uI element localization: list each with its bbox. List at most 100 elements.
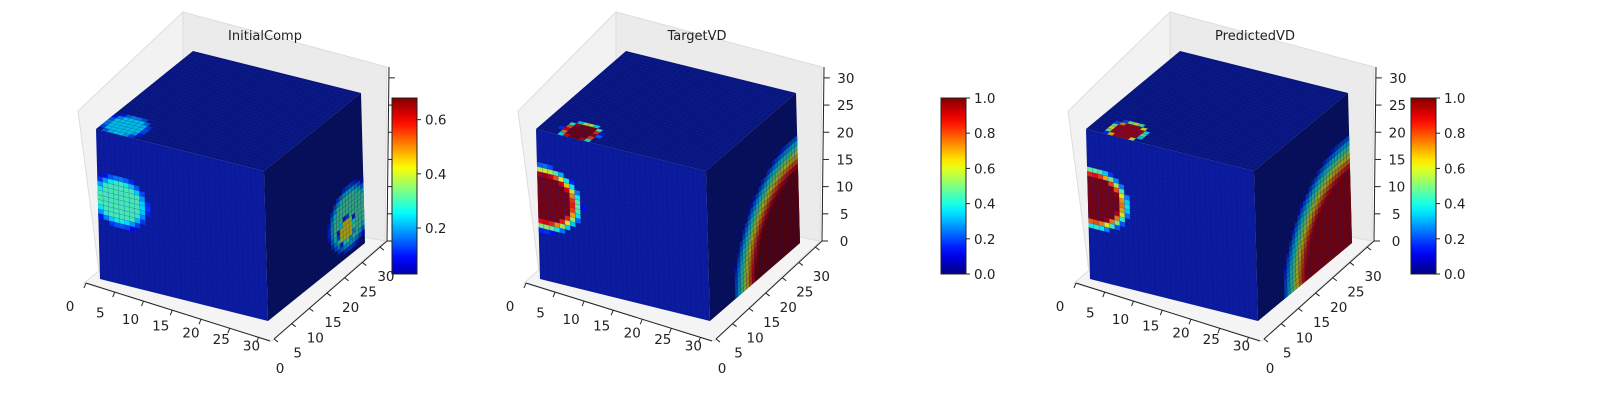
right-voxel-grid <box>264 95 365 319</box>
y-tick <box>1349 262 1355 266</box>
y-tick <box>309 307 314 312</box>
y-tick-label: 25 <box>1347 284 1364 300</box>
panel-title: InitialComp <box>228 29 302 44</box>
front-face <box>536 129 710 321</box>
y-tick-label: 5 <box>1283 346 1292 362</box>
colorbar-tick-label: 0.8 <box>974 126 995 142</box>
x-tick-label: 0 <box>1056 299 1065 315</box>
colorbar-tick-label: 0.6 <box>1444 161 1465 177</box>
x-tick <box>1246 337 1249 343</box>
y-tick-label: 20 <box>342 300 359 316</box>
x-tick <box>668 328 672 334</box>
colorbar-tick-label: 0.8 <box>1444 126 1465 142</box>
colorbar-tick-label: 0.0 <box>974 267 995 283</box>
x-tick <box>1159 310 1163 316</box>
z-tick-label: 10 <box>1388 180 1405 196</box>
y-tick-label: 25 <box>360 284 377 300</box>
x-tick-label: 25 <box>654 332 671 348</box>
z-tick-labels: 0 5 10 15 20 25 30 <box>822 71 854 250</box>
x-tick <box>697 337 701 343</box>
colorbar-tick-label: 0.2 <box>425 221 446 237</box>
z-tick-label: 5 <box>1392 207 1401 223</box>
feature-front <box>1087 166 1131 233</box>
y-tick-label: 0 <box>276 361 285 377</box>
colorbar-gradient <box>1410 97 1437 275</box>
right-voxel-grid <box>706 95 800 319</box>
colorbar: 0.0 0.2 0.4 0.6 0.8 1.0 <box>940 91 995 283</box>
right-face <box>706 93 800 321</box>
x-tick-label: 20 <box>624 325 641 341</box>
x-tick-label: 0 <box>506 299 515 315</box>
top-face <box>1086 51 1348 171</box>
colorbar-tick-label: 0.2 <box>1444 232 1465 248</box>
y-tick <box>815 246 820 251</box>
y-tick-label: 10 <box>1296 330 1313 346</box>
x-tick <box>552 291 556 298</box>
feature-right <box>1283 135 1352 300</box>
x-tick-labels: 0 5 10 15 20 25 30 <box>66 282 260 354</box>
z-axis-line <box>386 66 390 242</box>
colorbar-tick-label: 0.2 <box>974 232 995 248</box>
x-tick-labels: 0 5 10 15 20 25 30 <box>506 282 702 354</box>
z-axis-line <box>1373 66 1377 242</box>
x-tick <box>169 310 173 316</box>
y-axis-line <box>273 240 388 340</box>
x-tick-label: 10 <box>563 312 580 328</box>
top-face <box>96 51 361 171</box>
colorbar-tick-label: 0.6 <box>974 161 995 177</box>
z-tick-label: 15 <box>836 152 853 168</box>
z-axis-line <box>821 66 825 242</box>
y-tick <box>273 338 279 343</box>
y-tick <box>361 262 367 266</box>
z-tick-label: 25 <box>837 98 854 114</box>
right-voxel-grid <box>1254 95 1352 319</box>
y-tick-label: 20 <box>780 300 797 316</box>
y-tick-label: 0 <box>1266 361 1275 377</box>
x-axis-line <box>1075 282 1261 342</box>
x-tick-label: 30 <box>1233 338 1250 354</box>
z-tick-label: 20 <box>1389 125 1406 141</box>
z-tick-label: 10 <box>836 180 853 196</box>
x-tick-label: 15 <box>1142 319 1159 335</box>
y-tick <box>1332 277 1338 282</box>
y-tick-label: 20 <box>1330 300 1347 316</box>
x-tick <box>581 300 585 307</box>
feature-right <box>336 212 356 249</box>
y-tick-label: 10 <box>307 330 324 346</box>
y-tick <box>798 262 804 266</box>
x-tick-label: 20 <box>1172 325 1189 341</box>
z-tick-label: 5 <box>840 207 849 223</box>
x-tick-label: 20 <box>182 325 199 341</box>
y-tick <box>765 292 770 297</box>
right-face <box>1254 93 1352 321</box>
y-tick <box>781 277 787 282</box>
top-face <box>536 51 796 171</box>
x-tick <box>1217 328 1221 334</box>
y-tick <box>1298 307 1303 312</box>
x-tick-label: 5 <box>96 306 105 322</box>
panel-title: PredictedVD <box>1215 29 1295 44</box>
colorbar-tick-label: 0.4 <box>1444 197 1465 213</box>
x-tick-label: 15 <box>152 319 169 335</box>
x-tick <box>198 319 202 325</box>
x-tick-label: 25 <box>213 332 230 348</box>
z-tick-label: 0 <box>1392 234 1401 250</box>
z-tick-labels: 0 5 10 15 20 25 30 <box>1374 71 1406 250</box>
colorbar: 0.0 0.2 0.4 0.6 0.8 1.0 <box>1410 91 1465 283</box>
top-voxel-grid <box>538 52 794 170</box>
y-tick <box>1263 338 1269 343</box>
x-tick <box>1102 291 1106 298</box>
x-tick <box>639 319 643 325</box>
colorbar-gradient <box>391 97 418 275</box>
colorbar-tick-label: 0.4 <box>974 197 995 213</box>
x-tick-label: 25 <box>1203 332 1220 348</box>
z-tick-label: 20 <box>837 125 854 141</box>
y-tick <box>1366 246 1372 251</box>
y-tick-label: 15 <box>763 315 780 331</box>
x-tick-label: 10 <box>1112 312 1129 328</box>
y-tick <box>291 323 296 328</box>
